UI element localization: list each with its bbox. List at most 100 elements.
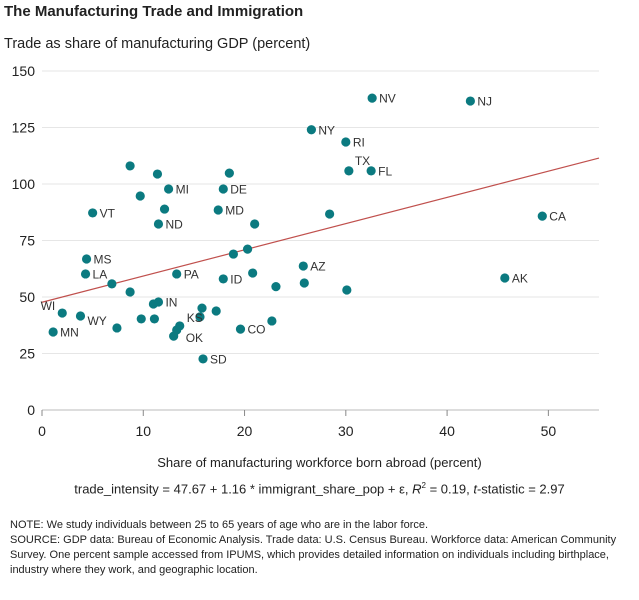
data-point [148, 299, 158, 309]
equation-main: trade_intensity = 47.67 + 1.16 * immigra… [74, 481, 413, 497]
data-point-wi [57, 308, 67, 318]
point-label: MD [225, 203, 244, 217]
data-point [342, 285, 352, 295]
data-point [250, 219, 260, 229]
scatter-plot: 0 25 50 75 100 125 150 0 10 20 30 40 50 NV NJ NY RI TX FL C… [12, 63, 600, 439]
point-label: KS [187, 311, 203, 325]
data-point-wy [75, 311, 86, 321]
data-point-ri [341, 137, 351, 147]
point-label: IN [165, 295, 177, 309]
point-label: LA [93, 267, 108, 281]
point-label: CA [549, 210, 566, 224]
point-label: SD [210, 352, 227, 366]
data-point [107, 279, 117, 289]
data-point-tx [344, 166, 354, 176]
data-point-ak [500, 273, 510, 283]
data-point-mn [48, 327, 58, 337]
y-tick-label: 50 [19, 289, 35, 305]
data-point-ca [537, 211, 547, 221]
x-tick-label: 30 [338, 423, 354, 439]
x-tick-label: 40 [439, 423, 455, 439]
y-axis-label: Trade as share of manufacturing GDP (per… [4, 36, 311, 52]
data-point [125, 161, 135, 171]
point-label: VT [100, 206, 116, 220]
regression-equation: trade_intensity = 47.67 + 1.16 * immigra… [0, 481, 639, 496]
data-point [325, 209, 335, 219]
y-tick-label: 100 [12, 176, 36, 192]
r2-sup: 2 [421, 481, 426, 490]
data-point-sd [198, 354, 208, 364]
y-tick-label: 75 [19, 233, 35, 249]
data-point [169, 331, 179, 341]
y-tick-label: 150 [12, 63, 36, 79]
source-text: SOURCE: GDP data: Bureau of Economic Ana… [10, 534, 617, 576]
data-point [248, 268, 258, 278]
data-point-nj [465, 96, 475, 106]
point-label: ND [165, 218, 183, 232]
t-label: t [473, 481, 477, 497]
data-point-id [218, 274, 228, 284]
point-label: NJ [477, 95, 492, 109]
y-tick-label: 25 [19, 346, 35, 362]
data-point [152, 169, 163, 179]
data-point-co [235, 324, 246, 334]
data-point [267, 316, 277, 326]
data-point-ms [81, 254, 92, 264]
point-label: FL [378, 164, 392, 178]
point-label: PA [184, 267, 199, 281]
point-label: TX [355, 154, 370, 168]
x-axis-label: Share of manufacturing workforce born ab… [157, 455, 482, 470]
y-tick-label: 0 [27, 402, 35, 418]
data-point-mi [163, 184, 174, 194]
x-tick-label: 10 [135, 423, 151, 439]
point-label: OK [186, 331, 203, 345]
data-point-la [80, 269, 91, 279]
regression-line [41, 157, 600, 303]
x-tick-label: 20 [237, 423, 253, 439]
data-point [228, 249, 239, 259]
point-label: DE [230, 182, 247, 196]
data-point [211, 306, 221, 316]
data-point-pa [172, 269, 182, 279]
r2-label: R [412, 481, 422, 497]
point-label: CO [247, 323, 265, 337]
x-tick-label: 50 [541, 423, 557, 439]
data-point-nd [153, 219, 164, 229]
point-label: MS [94, 253, 112, 267]
point-label: WY [87, 314, 106, 328]
note-text: NOTE: We study individuals between 25 to… [10, 519, 429, 531]
r2-value: = 0.19, [425, 481, 474, 497]
data-point [195, 312, 205, 322]
data-point [112, 323, 122, 333]
data-point [299, 278, 309, 288]
data-point [135, 191, 145, 201]
data-point [224, 168, 234, 178]
point-label: RI [353, 135, 365, 149]
point-label: WI [41, 299, 56, 313]
data-point [125, 287, 135, 297]
data-point [242, 244, 253, 254]
x-tick-label: 0 [38, 423, 46, 439]
data-point-fl [366, 166, 376, 176]
point-label: MN [60, 326, 79, 340]
y-tick-label: 125 [12, 120, 36, 136]
data-point [149, 314, 160, 324]
chart-title: The Manufacturing Trade and Immigration [4, 3, 304, 20]
data-point-ny [306, 125, 316, 135]
point-label: NY [318, 123, 335, 137]
data-point-vt [88, 208, 98, 218]
data-point-de [218, 184, 228, 194]
point-label: ID [230, 272, 242, 286]
point-label: AK [512, 272, 528, 286]
notes: NOTE: We study individuals between 25 to… [10, 518, 635, 578]
data-point-nv [367, 93, 377, 103]
point-label: NV [379, 92, 396, 106]
point-label: MI [176, 182, 189, 196]
data-point [197, 303, 207, 313]
point-label: AZ [310, 260, 325, 274]
data-point-md [213, 205, 223, 215]
data-point [271, 282, 281, 292]
data-point [136, 314, 146, 324]
t-value: -statistic = 2.97 [476, 481, 565, 497]
